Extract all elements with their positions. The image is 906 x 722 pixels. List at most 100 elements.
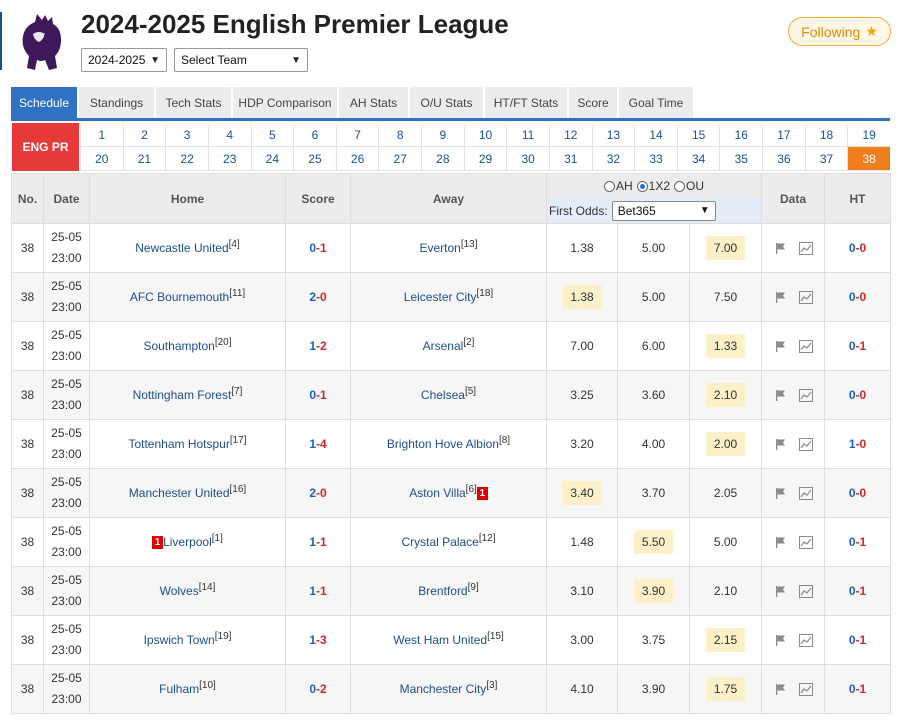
- home-team-link[interactable]: Ipswich Town: [143, 633, 215, 647]
- home-team-link[interactable]: Nottingham Forest: [132, 388, 232, 402]
- flag-icon[interactable]: [774, 683, 787, 696]
- round-8[interactable]: 8: [378, 123, 422, 147]
- match-score[interactable]: 1-4: [285, 419, 351, 469]
- round-3[interactable]: 3: [165, 123, 208, 147]
- flag-icon[interactable]: [774, 389, 787, 402]
- round-29[interactable]: 29: [463, 147, 507, 171]
- line-chart-icon[interactable]: [798, 633, 813, 647]
- home-team-link[interactable]: Wolves: [159, 584, 199, 598]
- round-17[interactable]: 17: [762, 123, 805, 147]
- flag-icon[interactable]: [774, 487, 787, 500]
- line-chart-icon[interactable]: [798, 535, 813, 549]
- line-chart-icon[interactable]: [798, 290, 813, 304]
- round-34[interactable]: 34: [676, 147, 720, 171]
- round-38[interactable]: 38: [847, 147, 890, 171]
- tab-hdp-comparison[interactable]: HDP Comparison: [233, 87, 337, 118]
- following-button[interactable]: Following ★: [788, 17, 891, 46]
- round-35[interactable]: 35: [719, 147, 763, 171]
- tab-ah-stats[interactable]: AH Stats: [339, 87, 408, 118]
- round-7[interactable]: 7: [335, 123, 379, 147]
- match-score[interactable]: 0-1: [285, 370, 351, 420]
- round-5[interactable]: 5: [250, 123, 294, 147]
- line-chart-icon[interactable]: [798, 388, 813, 402]
- match-score[interactable]: 1-3: [285, 615, 351, 665]
- round-16[interactable]: 16: [719, 123, 763, 147]
- match-score[interactable]: 2-0: [285, 468, 351, 518]
- line-chart-icon[interactable]: [798, 486, 813, 500]
- round-18[interactable]: 18: [804, 123, 848, 147]
- away-team-link[interactable]: Arsenal: [422, 339, 464, 353]
- away-team-link[interactable]: Brentford: [418, 584, 468, 598]
- round-36[interactable]: 36: [762, 147, 805, 171]
- match-score[interactable]: 2-0: [285, 272, 351, 322]
- odds-company-select[interactable]: Bet365 ▼: [611, 200, 716, 221]
- match-score[interactable]: 1-2: [285, 321, 351, 371]
- round-13[interactable]: 13: [591, 123, 635, 147]
- radio-1x2[interactable]: 1X2: [636, 179, 670, 193]
- tab-schedule[interactable]: Schedule: [11, 87, 77, 118]
- round-10[interactable]: 10: [463, 123, 507, 147]
- match-score[interactable]: 0-2: [285, 664, 351, 714]
- tab-htft-stats[interactable]: HT/FT Stats: [485, 87, 567, 118]
- away-team-link[interactable]: Manchester City: [399, 682, 487, 696]
- round-2[interactable]: 2: [122, 123, 166, 147]
- match-score[interactable]: 0-1: [285, 223, 351, 273]
- away-team-link[interactable]: Crystal Palace: [401, 535, 479, 549]
- flag-icon[interactable]: [774, 340, 787, 353]
- team-select[interactable]: Select Team ▼: [174, 48, 308, 72]
- home-team-link[interactable]: Tottenham Hotspur: [128, 437, 230, 451]
- round-33[interactable]: 33: [634, 147, 677, 171]
- flag-icon[interactable]: [774, 438, 787, 451]
- round-27[interactable]: 27: [378, 147, 422, 171]
- round-26[interactable]: 26: [335, 147, 379, 171]
- tab-score[interactable]: Score: [569, 87, 617, 118]
- round-12[interactable]: 12: [548, 123, 592, 147]
- match-score[interactable]: 1-1: [285, 566, 351, 616]
- radio-ou[interactable]: OU: [674, 179, 704, 193]
- line-chart-icon[interactable]: [798, 584, 813, 598]
- away-team-link[interactable]: Leicester City: [403, 290, 477, 304]
- home-team-link[interactable]: Fulham: [159, 682, 200, 696]
- round-20[interactable]: 20: [80, 147, 123, 171]
- round-6[interactable]: 6: [293, 123, 336, 147]
- line-chart-icon[interactable]: [798, 437, 813, 451]
- away-team-link[interactable]: West Ham United: [393, 633, 488, 647]
- home-team-link[interactable]: Newcastle United: [135, 241, 229, 255]
- round-31[interactable]: 31: [548, 147, 592, 171]
- tab-tech-stats[interactable]: Tech Stats: [156, 87, 231, 118]
- round-9[interactable]: 9: [421, 123, 464, 147]
- flag-icon[interactable]: [774, 585, 787, 598]
- round-24[interactable]: 24: [250, 147, 294, 171]
- flag-icon[interactable]: [774, 242, 787, 255]
- home-team-link[interactable]: AFC Bournemouth: [129, 290, 230, 304]
- round-4[interactable]: 4: [207, 123, 251, 147]
- home-team-link[interactable]: Liverpool: [163, 534, 212, 549]
- tab-ou-stats[interactable]: O/U Stats: [410, 87, 483, 118]
- away-team-link[interactable]: Aston Villa: [409, 485, 466, 500]
- round-14[interactable]: 14: [634, 123, 677, 147]
- round-11[interactable]: 11: [506, 123, 549, 147]
- round-1[interactable]: 1: [80, 123, 123, 147]
- away-team-link[interactable]: Everton: [419, 241, 461, 255]
- round-23[interactable]: 23: [207, 147, 251, 171]
- flag-icon[interactable]: [774, 291, 787, 304]
- line-chart-icon[interactable]: [798, 339, 813, 353]
- round-28[interactable]: 28: [421, 147, 464, 171]
- round-21[interactable]: 21: [122, 147, 166, 171]
- line-chart-icon[interactable]: [798, 682, 813, 696]
- round-32[interactable]: 32: [591, 147, 635, 171]
- tab-goal-time[interactable]: Goal Time: [619, 87, 693, 118]
- season-select[interactable]: 2024-2025 ▼: [81, 48, 167, 72]
- round-22[interactable]: 22: [165, 147, 208, 171]
- radio-ah[interactable]: AH: [603, 179, 633, 193]
- flag-icon[interactable]: [774, 536, 787, 549]
- round-30[interactable]: 30: [506, 147, 549, 171]
- round-25[interactable]: 25: [293, 147, 336, 171]
- tab-standings[interactable]: Standings: [79, 87, 154, 118]
- flag-icon[interactable]: [774, 634, 787, 647]
- line-chart-icon[interactable]: [798, 241, 813, 255]
- match-score[interactable]: 1-1: [285, 517, 351, 567]
- home-team-link[interactable]: Manchester United: [128, 486, 230, 500]
- round-19[interactable]: 19: [847, 123, 890, 147]
- away-team-link[interactable]: Chelsea: [420, 388, 465, 402]
